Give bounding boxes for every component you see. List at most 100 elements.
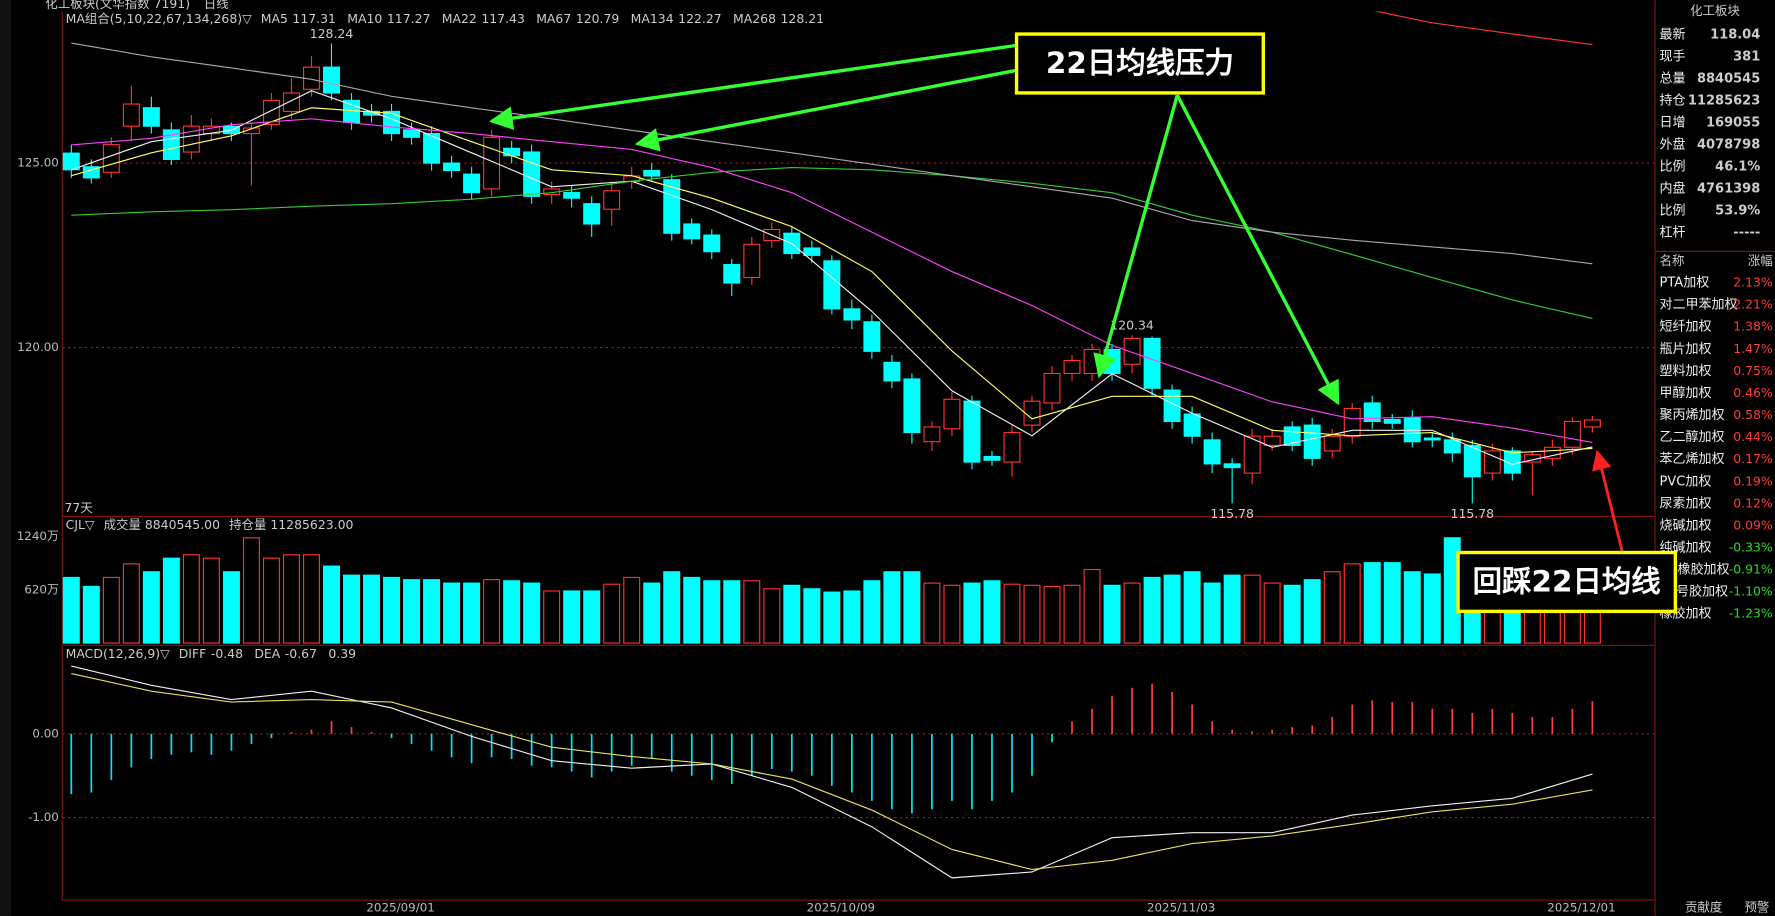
quote-value: 169055 bbox=[1706, 116, 1760, 131]
sector-name[interactable]: PVC加权 bbox=[1660, 473, 1712, 489]
day-count: 77天 bbox=[65, 500, 93, 515]
callout-box bbox=[1456, 550, 1678, 614]
footer-tab[interactable]: 预警 bbox=[1744, 899, 1769, 914]
candle-body bbox=[563, 192, 581, 199]
quote-value: 53.9% bbox=[1715, 203, 1760, 218]
quote-value: 118.04 bbox=[1710, 28, 1760, 43]
sector-name[interactable]: 塑料加权 bbox=[1660, 363, 1712, 379]
panel-legend: 0.39 bbox=[328, 646, 356, 661]
x-tick-label: 2025/09/01 bbox=[366, 900, 434, 914]
period[interactable]: 日线 bbox=[204, 0, 229, 11]
legend-name: MA67 bbox=[536, 11, 571, 26]
sector-name[interactable]: 对二甲苯加权 bbox=[1660, 297, 1738, 313]
low-label: 115.78 bbox=[1451, 506, 1495, 521]
volume-bar bbox=[463, 582, 481, 644]
sector-name[interactable]: 甲醇加权 bbox=[1660, 385, 1712, 401]
sector-change: -0.33% bbox=[1729, 539, 1773, 554]
candle-body bbox=[1363, 402, 1381, 422]
volume-bar bbox=[323, 565, 340, 644]
volume-bar bbox=[222, 571, 240, 644]
volume-bar bbox=[1183, 571, 1201, 644]
volume-bar bbox=[1403, 571, 1421, 644]
volume-bar bbox=[1203, 582, 1221, 644]
quote-label: 外盘 bbox=[1660, 136, 1686, 152]
volume-bar bbox=[723, 580, 741, 644]
volume-bar bbox=[503, 580, 521, 644]
volume-bar bbox=[443, 582, 461, 644]
sector-change: 0.75% bbox=[1733, 363, 1773, 378]
candle-body bbox=[1423, 437, 1441, 441]
volume-bar bbox=[202, 557, 220, 644]
left-toolbar[interactable] bbox=[0, 0, 12, 916]
candle-body bbox=[603, 190, 621, 210]
legend-name: MA268 bbox=[733, 11, 776, 26]
instrument-title: 化工板块(文华指数 7191) bbox=[45, 0, 190, 11]
candle-body bbox=[1443, 439, 1461, 454]
sector-name[interactable]: 烧碱加权 bbox=[1660, 517, 1712, 533]
y-tick-label: 1240万 bbox=[17, 529, 59, 543]
volume-bar bbox=[743, 580, 761, 644]
sector-name[interactable]: 尿素加权 bbox=[1660, 495, 1712, 511]
volume-bar bbox=[1083, 568, 1101, 644]
volume-bar bbox=[1323, 571, 1341, 644]
sector-change: -1.23% bbox=[1729, 606, 1773, 621]
sector-change: 2.21% bbox=[1733, 297, 1773, 312]
callout-text: 回踩22日均线 bbox=[1473, 565, 1661, 599]
sector-name[interactable]: 乙二醇加权 bbox=[1660, 429, 1725, 445]
sector-name[interactable]: 短纤加权 bbox=[1660, 319, 1712, 335]
volume-bar bbox=[142, 571, 160, 644]
sector-change: 0.46% bbox=[1733, 385, 1773, 400]
volume-bar bbox=[643, 582, 661, 644]
y-tick-label: 120.00 bbox=[17, 340, 59, 354]
high-label: 120.34 bbox=[1110, 318, 1154, 333]
candle-body bbox=[1023, 400, 1041, 426]
sector-name[interactable]: 苯乙烯加权 bbox=[1660, 451, 1725, 467]
quote-label: 内盘 bbox=[1660, 180, 1686, 196]
candle-body bbox=[1243, 435, 1261, 474]
quote-value: 46.1% bbox=[1715, 159, 1760, 174]
candle-body bbox=[162, 129, 180, 160]
volume-bar bbox=[182, 554, 200, 644]
arrow bbox=[1093, 94, 1179, 379]
volume-bar bbox=[923, 582, 941, 644]
panel-legend: CJL▽ bbox=[66, 517, 95, 532]
legend-value: 122.27 bbox=[678, 11, 722, 26]
volume-bar bbox=[383, 576, 401, 644]
candle-body bbox=[1563, 420, 1581, 448]
candle-body bbox=[723, 264, 741, 284]
volume-bar bbox=[343, 574, 361, 644]
volume-bar bbox=[82, 585, 100, 644]
candle-body bbox=[963, 400, 981, 463]
footer-tab[interactable]: 贡献度 bbox=[1685, 899, 1722, 914]
arrow bbox=[1175, 94, 1340, 406]
candle-body bbox=[1063, 359, 1081, 375]
candle-body bbox=[1123, 337, 1141, 365]
candle-body bbox=[1203, 439, 1221, 465]
volume-bar bbox=[1163, 574, 1181, 644]
volume-bar bbox=[823, 591, 841, 644]
candle-body bbox=[743, 243, 761, 279]
panel-legend: -0.48 bbox=[211, 646, 243, 661]
candle-body bbox=[1223, 463, 1241, 469]
candle-body bbox=[1183, 413, 1201, 437]
volume-bar bbox=[302, 554, 320, 644]
low-label: 115.78 bbox=[1210, 506, 1254, 521]
sector-change: 0.58% bbox=[1733, 407, 1773, 422]
volume-bar bbox=[262, 557, 280, 644]
sector-name[interactable]: PTA加权 bbox=[1660, 275, 1710, 291]
quote-value: 8840545 bbox=[1697, 72, 1760, 87]
sector-name[interactable]: 瓶片加权 bbox=[1660, 341, 1712, 357]
callout-box bbox=[1014, 32, 1266, 95]
panel-legend: 成交量 8840545.00 bbox=[104, 517, 221, 532]
candle-body bbox=[443, 162, 461, 172]
panel-legend: -0.67 bbox=[285, 646, 317, 661]
volume-bar bbox=[603, 583, 621, 644]
volume-bar bbox=[543, 590, 561, 644]
volume-bar bbox=[843, 590, 861, 644]
sector-change: 0.12% bbox=[1733, 495, 1773, 510]
sector-name[interactable]: 聚丙烯加权 bbox=[1660, 407, 1725, 423]
panel-legend: DEA bbox=[254, 646, 280, 661]
legend-value: 128.21 bbox=[781, 11, 825, 26]
sector-change: -0.91% bbox=[1729, 562, 1773, 577]
volume-bar bbox=[943, 584, 961, 644]
